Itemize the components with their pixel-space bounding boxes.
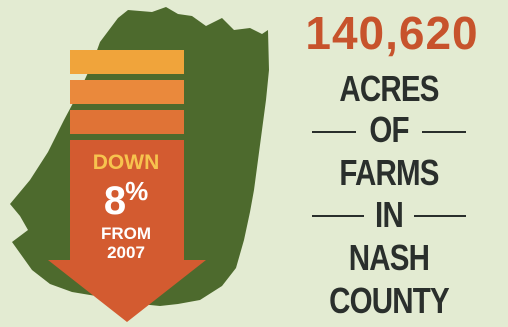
arrow-band-light bbox=[70, 50, 184, 74]
divider-left bbox=[312, 131, 356, 133]
down-arrow-icon bbox=[48, 140, 206, 322]
divider-left bbox=[312, 215, 364, 217]
change-direction-label: DOWN bbox=[92, 151, 160, 174]
change-percent-value: 8 bbox=[103, 179, 126, 223]
divider-right bbox=[422, 131, 466, 133]
headline-word-county: COUNTY bbox=[329, 280, 450, 321]
headline-word-nash: NASH bbox=[348, 237, 430, 278]
percent-symbol: % bbox=[125, 176, 149, 206]
acreage-number: 140,620 bbox=[305, 7, 479, 59]
divider-right bbox=[414, 215, 466, 217]
headline-word-farms: FARMS bbox=[339, 152, 439, 193]
change-percent: 8% bbox=[68, 178, 184, 221]
headline-word-of: OF bbox=[369, 109, 409, 150]
arrow-band-mid bbox=[70, 80, 184, 104]
headline-word-in: IN bbox=[375, 194, 404, 235]
base-year: 2007 bbox=[107, 243, 145, 262]
arrow-band-dark bbox=[70, 110, 184, 134]
headline-word-acres: ACRES bbox=[339, 68, 439, 109]
from-label: FROM bbox=[100, 224, 152, 243]
